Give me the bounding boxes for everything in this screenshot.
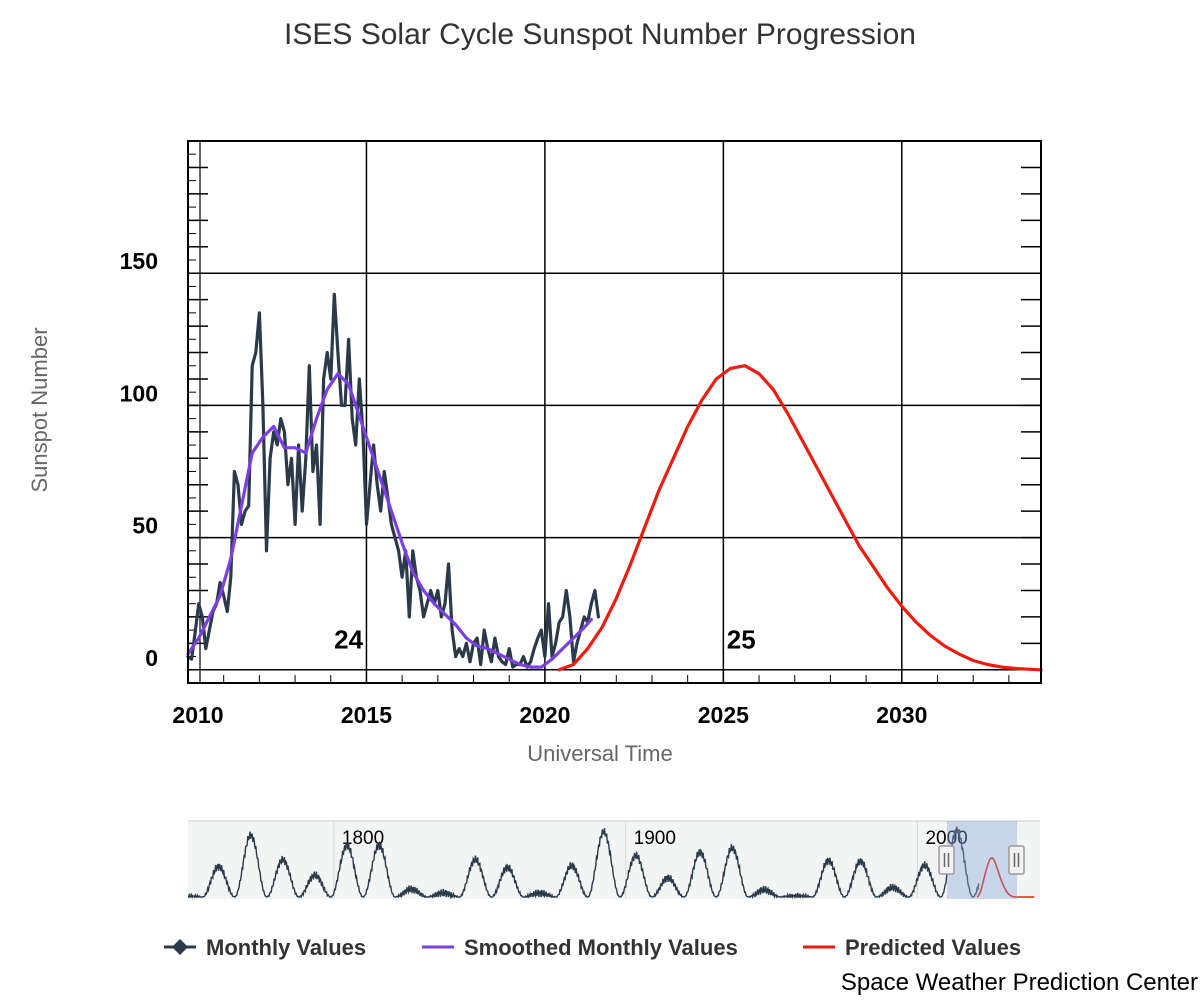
navigator-series xyxy=(188,826,1035,900)
y-tick-label-0: 0 xyxy=(145,645,158,671)
y-tick-label-2: 100 xyxy=(120,380,158,406)
series-layer xyxy=(186,292,1043,672)
navigator-label-2000: 2000 xyxy=(925,828,967,849)
x-tick-label-1: 2015 xyxy=(341,702,392,728)
x-axis-title: Universal Time xyxy=(527,741,672,766)
navigator-label-1800: 1800 xyxy=(342,828,384,849)
plot-border xyxy=(187,140,1042,684)
y-axis-title: Sunspot Number xyxy=(27,327,52,492)
y-tick-label-1: 50 xyxy=(132,513,158,539)
plot-background xyxy=(188,141,1041,683)
diamond-marker-icon xyxy=(172,939,188,955)
legend-label-smoothed: Smoothed Monthly Values xyxy=(464,935,738,960)
x-tick-label-0: 2010 xyxy=(172,702,223,728)
navigator-right-handle[interactable] xyxy=(1008,845,1025,875)
navigator-selected-range[interactable] xyxy=(947,821,1017,899)
navigator-history-line xyxy=(188,826,980,900)
credit-text[interactable]: Space Weather Prediction Center xyxy=(841,969,1198,996)
y-tick-label-3: 150 xyxy=(120,248,158,274)
plot-area[interactable] xyxy=(186,140,1043,684)
range-navigator[interactable]: 1800 1900 2000 xyxy=(188,820,1040,900)
navigator-label-1900: 1900 xyxy=(634,828,676,849)
navigator-grid: 1800 1900 2000 xyxy=(333,821,968,899)
legend: Monthly Values Smoothed Monthly Values P… xyxy=(164,935,1021,960)
x-tick-label-3: 2025 xyxy=(698,702,749,728)
x-tick-label-2: 2020 xyxy=(519,702,570,728)
y-axis-tick-labels: 0 50 100 150 xyxy=(120,248,158,671)
cycle-label-24: 24 xyxy=(334,625,363,655)
navigator-background xyxy=(188,821,1040,899)
x-axis-tick-labels: 2010 2015 2020 2025 2030 xyxy=(172,702,927,728)
monthly-values-series-line[interactable] xyxy=(186,292,601,669)
grid-lines xyxy=(188,141,1041,683)
navigator-prediction-line xyxy=(976,857,1035,898)
navigator-left-handle[interactable] xyxy=(938,845,955,875)
legend-item-monthly-values[interactable]: Monthly Values xyxy=(164,935,366,960)
predicted-values-series-line[interactable] xyxy=(557,364,1043,672)
cycle-labels: 24 25 xyxy=(334,625,756,655)
legend-label-predicted: Predicted Values xyxy=(845,935,1021,960)
x-tick-label-4: 2030 xyxy=(876,702,927,728)
cycle-label-25: 25 xyxy=(727,625,756,655)
legend-label-monthly: Monthly Values xyxy=(206,935,366,960)
smoothed-monthly-values-series-line[interactable] xyxy=(186,372,593,669)
legend-item-predicted-values[interactable]: Predicted Values xyxy=(803,935,1021,960)
legend-item-smoothed-monthly-values[interactable]: Smoothed Monthly Values xyxy=(422,935,738,960)
chart-title: ISES Solar Cycle Sunspot Number Progress… xyxy=(284,18,916,51)
